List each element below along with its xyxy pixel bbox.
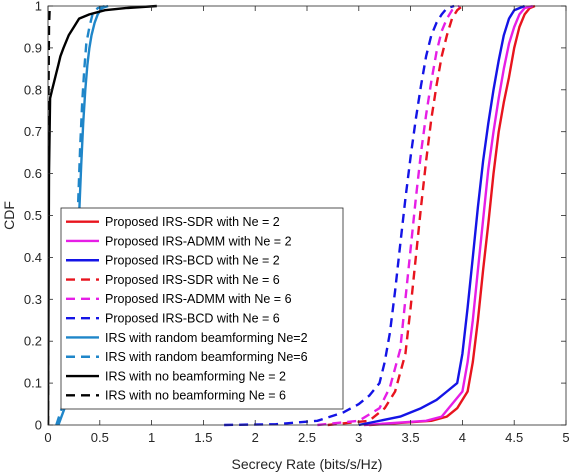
y-tick-label: 0 bbox=[35, 418, 42, 433]
legend: Proposed IRS-SDR with Ne = 2 Proposed IRS… bbox=[60, 207, 344, 410]
legend-entry-label: Proposed IRS-BCD with Ne = 6 bbox=[105, 311, 280, 325]
series-line-3 bbox=[358, 4, 526, 427]
series-line-6 bbox=[224, 4, 455, 427]
x-tick-label: 4 bbox=[459, 430, 466, 445]
x-tick-label: 1 bbox=[148, 430, 155, 445]
y-tick-label: 0.8 bbox=[24, 82, 42, 97]
x-tick-label: 5 bbox=[562, 430, 569, 445]
x-tick-label: 0.5 bbox=[91, 430, 109, 445]
y-tick-label: 1 bbox=[35, 0, 42, 14]
x-tick-label: 2 bbox=[252, 430, 259, 445]
y-tick-label: 0.2 bbox=[24, 334, 42, 349]
y-tick-label: 0.1 bbox=[24, 376, 42, 391]
y-axis-label: CDF bbox=[1, 201, 17, 230]
y-tick-label: 0.7 bbox=[24, 124, 42, 139]
x-tick-label: 4.5 bbox=[505, 430, 523, 445]
series-line-9 bbox=[48, 4, 157, 426]
legend-entry-label: Proposed IRS-ADMM with Ne = 6 bbox=[105, 292, 292, 306]
legend-entry-label: Proposed IRS-SDR with Ne = 6 bbox=[105, 273, 280, 287]
legend-entry-label: IRS with random beamforming Ne=6 bbox=[105, 350, 308, 364]
series-line-4 bbox=[327, 5, 464, 427]
series-line-1 bbox=[369, 4, 536, 427]
y-tick-label: 0.6 bbox=[24, 166, 42, 181]
y-tick-label: 0.9 bbox=[24, 40, 42, 55]
legend-entry-label: IRS with no beamforming Ne = 6 bbox=[105, 389, 286, 403]
series-line-2 bbox=[363, 4, 534, 427]
legend-entry-label: IRS with no beamforming Ne = 2 bbox=[105, 369, 286, 383]
x-axis-label: Secrecy Rate (bits/s/Hz) bbox=[232, 456, 383, 472]
x-tick-label: 3 bbox=[355, 430, 362, 445]
y-tick-label: 0.4 bbox=[24, 250, 42, 265]
x-tick-label: 3.5 bbox=[402, 430, 420, 445]
series-line-5 bbox=[317, 4, 460, 427]
x-tick-label: 1.5 bbox=[194, 430, 212, 445]
y-tick-label: 0.3 bbox=[24, 292, 42, 307]
legend-entry-label: Proposed IRS-ADMM with Ne = 2 bbox=[105, 234, 292, 248]
legend-box bbox=[60, 207, 344, 410]
legend-entry-label: Proposed IRS-BCD with Ne = 2 bbox=[105, 254, 280, 268]
y-tick-label: 0.5 bbox=[24, 208, 42, 223]
tick-layer: 0 0.5 1 1.5 2 2.5 3 3.5 4 4.5 5 0 0.1 0.2 0.3 0.4 0.5 0.6… bbox=[24, 0, 570, 445]
legend-entry-label: Proposed IRS-SDR with Ne = 2 bbox=[105, 215, 280, 229]
x-tick-label: 0 bbox=[44, 430, 51, 445]
legend-entry-label: IRS with random beamforming Ne=2 bbox=[105, 331, 308, 345]
x-tick-label: 2.5 bbox=[298, 430, 316, 445]
